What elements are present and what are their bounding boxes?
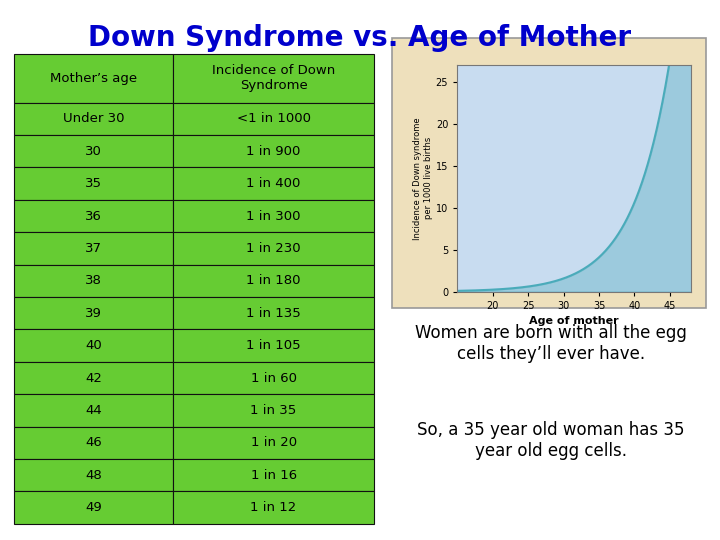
Y-axis label: Incidence of Down syndrome
per 1000 live births: Incidence of Down syndrome per 1000 live…	[413, 117, 433, 240]
FancyBboxPatch shape	[14, 200, 173, 232]
Text: 40: 40	[85, 339, 102, 352]
Text: 1 in 12: 1 in 12	[251, 501, 297, 514]
FancyBboxPatch shape	[173, 167, 374, 200]
Text: So, a 35 year old woman has 35
year old egg cells.: So, a 35 year old woman has 35 year old …	[417, 421, 685, 460]
FancyBboxPatch shape	[14, 232, 173, 265]
FancyBboxPatch shape	[173, 297, 374, 329]
Text: 1 in 60: 1 in 60	[251, 372, 297, 384]
FancyBboxPatch shape	[14, 394, 173, 427]
FancyBboxPatch shape	[14, 103, 173, 135]
FancyBboxPatch shape	[173, 362, 374, 394]
Text: 46: 46	[85, 436, 102, 449]
Text: 1 in 900: 1 in 900	[246, 145, 301, 158]
Text: 35: 35	[85, 177, 102, 190]
Text: 1 in 35: 1 in 35	[251, 404, 297, 417]
Text: <1 in 1000: <1 in 1000	[237, 112, 310, 125]
Text: 39: 39	[85, 307, 102, 320]
Text: Incidence of Down
Syndrome: Incidence of Down Syndrome	[212, 64, 336, 92]
Text: 1 in 180: 1 in 180	[246, 274, 301, 287]
FancyBboxPatch shape	[173, 491, 374, 524]
Text: 1 in 230: 1 in 230	[246, 242, 301, 255]
Text: Women are born with all the egg
cells they’ll ever have.: Women are born with all the egg cells th…	[415, 324, 687, 363]
Text: 30: 30	[85, 145, 102, 158]
FancyBboxPatch shape	[173, 103, 374, 135]
FancyBboxPatch shape	[173, 459, 374, 491]
Text: 1 in 300: 1 in 300	[246, 210, 301, 222]
FancyBboxPatch shape	[173, 329, 374, 362]
FancyBboxPatch shape	[14, 329, 173, 362]
Text: 1 in 16: 1 in 16	[251, 469, 297, 482]
FancyBboxPatch shape	[173, 200, 374, 232]
Text: Down Syndrome vs. Age of Mother: Down Syndrome vs. Age of Mother	[89, 24, 631, 52]
FancyBboxPatch shape	[14, 427, 173, 459]
Text: 37: 37	[85, 242, 102, 255]
Text: 49: 49	[85, 501, 102, 514]
Text: Mother’s age: Mother’s age	[50, 72, 138, 85]
FancyBboxPatch shape	[14, 167, 173, 200]
FancyBboxPatch shape	[14, 135, 173, 167]
FancyBboxPatch shape	[173, 54, 374, 103]
Text: 1 in 105: 1 in 105	[246, 339, 301, 352]
Text: 38: 38	[85, 274, 102, 287]
FancyBboxPatch shape	[173, 394, 374, 427]
Text: 1 in 400: 1 in 400	[246, 177, 301, 190]
FancyBboxPatch shape	[14, 297, 173, 329]
Text: 44: 44	[85, 404, 102, 417]
Text: 42: 42	[85, 372, 102, 384]
FancyBboxPatch shape	[14, 265, 173, 297]
Text: 48: 48	[85, 469, 102, 482]
FancyBboxPatch shape	[14, 491, 173, 524]
Text: Under 30: Under 30	[63, 112, 125, 125]
Text: 1 in 135: 1 in 135	[246, 307, 301, 320]
Text: 1 in 20: 1 in 20	[251, 436, 297, 449]
FancyBboxPatch shape	[173, 232, 374, 265]
FancyBboxPatch shape	[173, 135, 374, 167]
FancyBboxPatch shape	[14, 54, 173, 103]
FancyBboxPatch shape	[14, 459, 173, 491]
Text: 36: 36	[85, 210, 102, 222]
X-axis label: Age of mother: Age of mother	[529, 316, 619, 326]
FancyBboxPatch shape	[173, 427, 374, 459]
FancyBboxPatch shape	[173, 265, 374, 297]
FancyBboxPatch shape	[14, 362, 173, 394]
